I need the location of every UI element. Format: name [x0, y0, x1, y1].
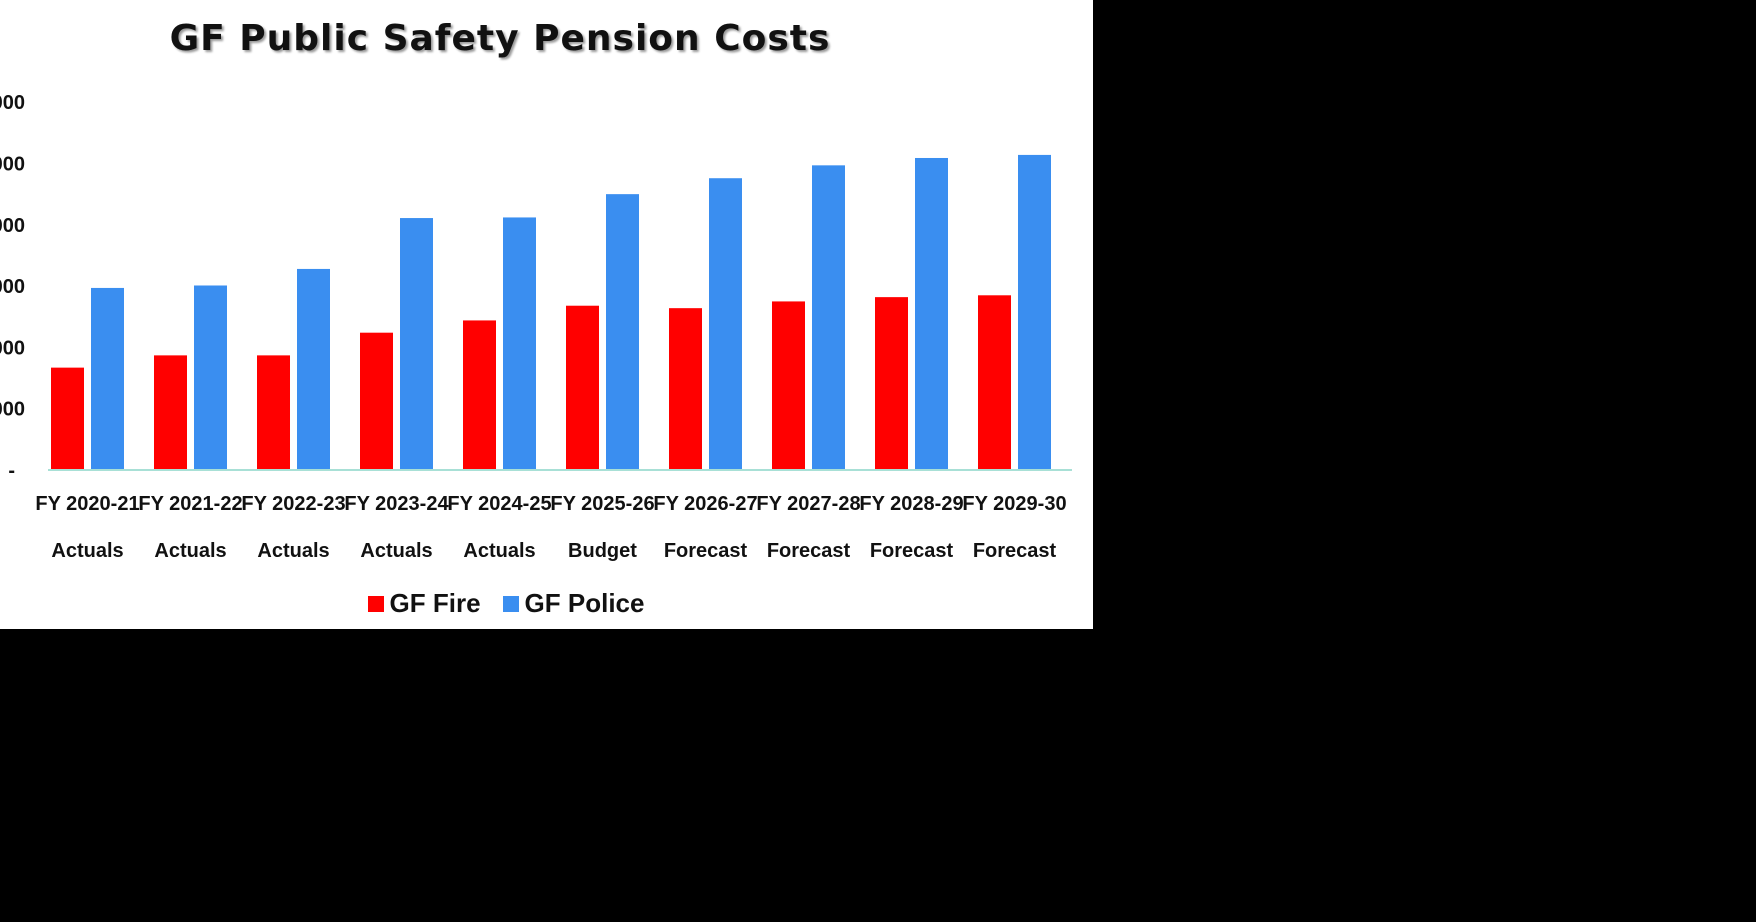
x-category-type-label: Budget [568, 540, 637, 562]
bar-gf-police [812, 165, 845, 471]
bar-gf-fire [154, 355, 187, 470]
bar-gf-fire [257, 355, 290, 470]
bar-gf-fire [875, 297, 908, 470]
legend-swatch-fire [367, 595, 384, 612]
y-tick-label: 000 [0, 337, 25, 359]
x-category-year-label: FY 2029-30 [962, 493, 1066, 515]
bar-gf-police [915, 157, 948, 470]
x-category-type-label: Forecast [973, 540, 1057, 562]
x-category-year-label: FY 2027-28 [756, 493, 860, 515]
bar-gf-police [1018, 154, 1051, 470]
x-category-year-label: FY 2021-22 [138, 493, 242, 515]
x-category-type-label: Forecast [664, 540, 748, 562]
bar-gf-police [709, 178, 742, 470]
bar-gf-police [194, 285, 227, 470]
x-category-type-label: Actuals [257, 540, 329, 562]
bar-gf-police [400, 218, 433, 470]
bar-gf-police [91, 287, 124, 470]
bar-gf-fire [51, 367, 84, 470]
x-category-type-label: Forecast [870, 540, 954, 562]
legend-label-fire: GF Fire [389, 588, 481, 618]
x-category-year-label: FY 2028-29 [859, 493, 963, 515]
bar-gf-police [606, 194, 639, 470]
y-tick-label: 000 [0, 154, 25, 176]
legend-label-police: GF Police [524, 588, 645, 618]
chart-title: GF Public Safety Pension Costs [169, 18, 831, 59]
x-category-type-label: Forecast [767, 540, 851, 562]
y-tick-label: 000 [0, 276, 25, 298]
bar-gf-police [503, 217, 536, 470]
x-category-year-label: FY 2020-21 [35, 493, 139, 515]
x-category-year-label: FY 2022-23 [241, 493, 345, 515]
bar-gf-fire [978, 295, 1011, 470]
x-category-type-label: Actuals [463, 540, 535, 562]
x-category-year-label: FY 2025-26 [550, 493, 654, 515]
x-category-type-label: Actuals [51, 540, 123, 562]
bar-gf-fire [772, 301, 805, 470]
bar-gf-fire [360, 332, 393, 470]
legend-item-fire: GF Fire [367, 588, 481, 619]
y-tick-label: 000 [0, 92, 25, 114]
bar-gf-fire [463, 320, 496, 470]
x-category-type-label: Actuals [360, 540, 432, 562]
bar-gf-fire [669, 308, 702, 470]
legend-swatch-police [502, 595, 519, 612]
chart-panel: GF Public Safety Pension Costs - 00 0 0 00 00… [0, 0, 1093, 629]
x-category-year-label: FY 2026-27 [653, 493, 757, 515]
x-category-type-label: Actuals [154, 540, 226, 562]
y-tick-label: 000 [0, 215, 25, 237]
y-tick-label: 000 [0, 399, 25, 421]
bar-gf-police [297, 268, 330, 470]
x-category-year-label: FY 2023-24 [344, 493, 449, 515]
plot-area: - 000 000 000 000 000 000 FY 2020-21 Actuals FY 2… [0, 92, 1072, 562]
y-tick-label: - [8, 460, 15, 482]
legend: GF Fire GF Police [0, 588, 1012, 619]
x-category-year-label: FY 2024-25 [447, 493, 551, 515]
bar-gf-fire [566, 305, 599, 470]
legend-item-police: GF Police [502, 588, 645, 619]
